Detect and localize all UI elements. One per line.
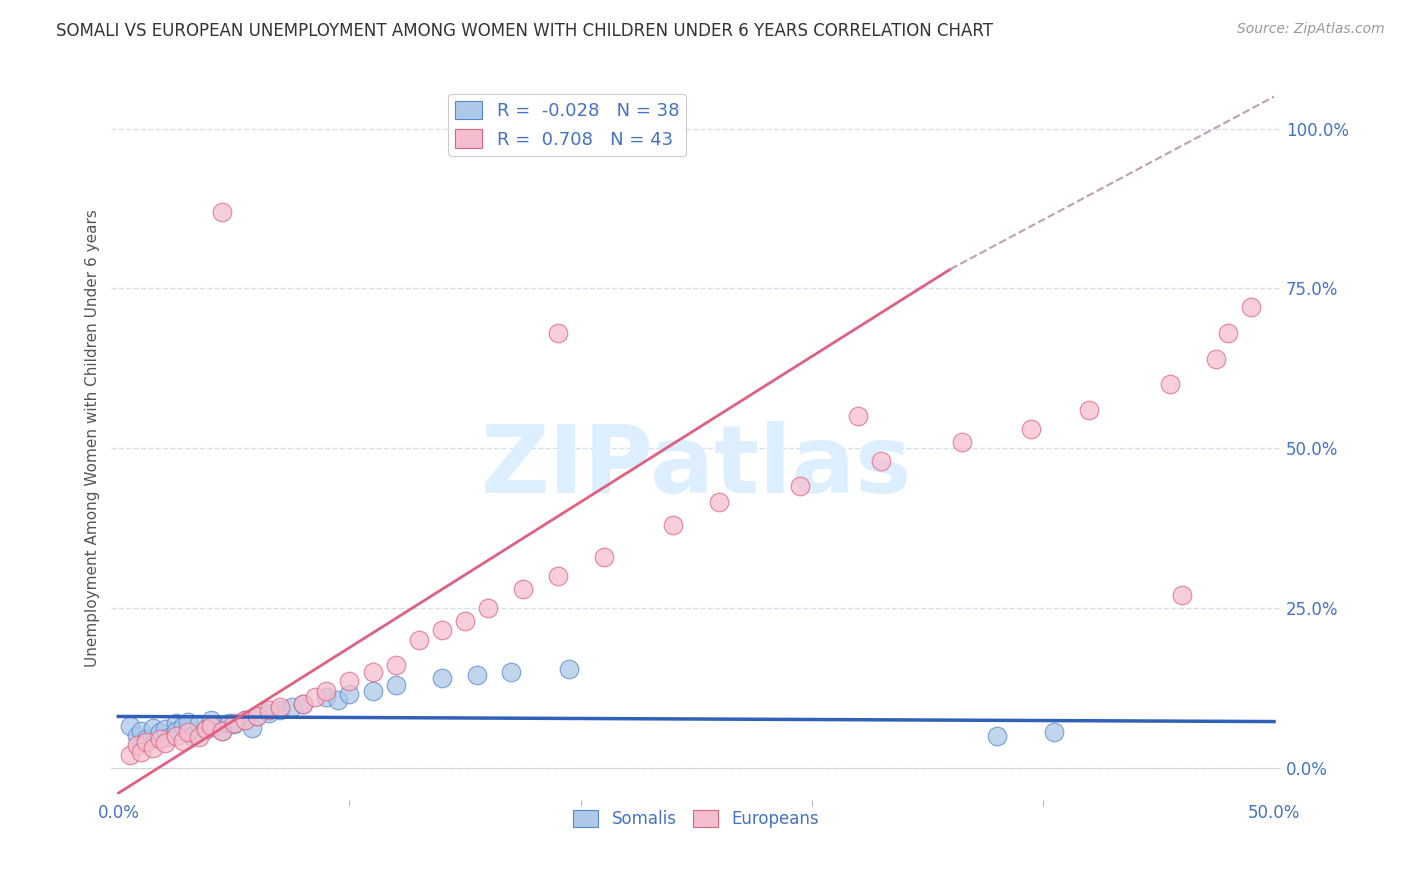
Point — [172, 733, 194, 747]
Point — [235, 713, 257, 727]
Point — [269, 699, 291, 714]
Point — [950, 434, 973, 449]
Point — [142, 721, 165, 735]
Point — [315, 684, 337, 698]
Point — [222, 717, 245, 731]
Point — [339, 687, 361, 701]
Point — [454, 614, 477, 628]
Point — [789, 479, 811, 493]
Point — [1216, 326, 1239, 340]
Point — [153, 736, 176, 750]
Point — [200, 713, 222, 727]
Point — [142, 741, 165, 756]
Point — [304, 690, 326, 705]
Point — [131, 723, 153, 738]
Point — [242, 721, 264, 735]
Point — [430, 623, 453, 637]
Point — [592, 549, 614, 564]
Point — [218, 715, 240, 730]
Point — [547, 326, 569, 340]
Point — [361, 665, 384, 679]
Point — [165, 729, 187, 743]
Point — [125, 729, 148, 743]
Point — [200, 719, 222, 733]
Point — [1240, 301, 1263, 315]
Point — [1170, 588, 1192, 602]
Point — [326, 693, 349, 707]
Point — [257, 703, 280, 717]
Point — [188, 717, 211, 731]
Point — [204, 719, 226, 733]
Point — [181, 729, 204, 743]
Point — [131, 745, 153, 759]
Point — [188, 730, 211, 744]
Point — [211, 723, 233, 738]
Point — [118, 747, 141, 762]
Point — [512, 582, 534, 596]
Point — [1159, 377, 1181, 392]
Point — [1021, 422, 1043, 436]
Point — [361, 684, 384, 698]
Point — [986, 729, 1008, 743]
Point — [558, 661, 581, 675]
Point — [135, 731, 157, 746]
Point — [235, 713, 257, 727]
Point — [222, 715, 245, 730]
Point — [176, 725, 198, 739]
Point — [257, 706, 280, 721]
Point — [149, 731, 172, 746]
Point — [870, 454, 893, 468]
Point — [165, 715, 187, 730]
Point — [547, 569, 569, 583]
Point — [846, 409, 869, 423]
Point — [1043, 725, 1066, 739]
Point — [246, 709, 269, 723]
Point — [384, 677, 406, 691]
Point — [408, 632, 430, 647]
Point — [1078, 402, 1101, 417]
Point — [465, 668, 488, 682]
Legend: Somalis, Europeans: Somalis, Europeans — [567, 803, 825, 835]
Point — [195, 723, 218, 737]
Point — [339, 674, 361, 689]
Point — [280, 699, 302, 714]
Point — [246, 709, 269, 723]
Point — [1205, 351, 1227, 366]
Text: SOMALI VS EUROPEAN UNEMPLOYMENT AMONG WOMEN WITH CHILDREN UNDER 6 YEARS CORRELAT: SOMALI VS EUROPEAN UNEMPLOYMENT AMONG WO… — [56, 22, 993, 40]
Point — [176, 714, 198, 729]
Y-axis label: Unemployment Among Women with Children Under 6 years: Unemployment Among Women with Children U… — [86, 210, 100, 667]
Point — [211, 723, 233, 738]
Point — [662, 517, 685, 532]
Point — [430, 671, 453, 685]
Point — [153, 723, 176, 737]
Point — [292, 697, 315, 711]
Point — [118, 719, 141, 733]
Point — [149, 725, 172, 739]
Point — [292, 697, 315, 711]
Point — [477, 600, 499, 615]
Point — [125, 738, 148, 752]
Point — [135, 735, 157, 749]
Point — [172, 719, 194, 733]
Point — [157, 730, 180, 744]
Point — [384, 658, 406, 673]
Point — [165, 723, 187, 738]
Text: ZIPatlas: ZIPatlas — [481, 421, 912, 514]
Point — [501, 665, 523, 679]
Point — [211, 204, 233, 219]
Point — [269, 703, 291, 717]
Point — [195, 723, 218, 737]
Point — [315, 690, 337, 705]
Point — [709, 495, 731, 509]
Text: Source: ZipAtlas.com: Source: ZipAtlas.com — [1237, 22, 1385, 37]
